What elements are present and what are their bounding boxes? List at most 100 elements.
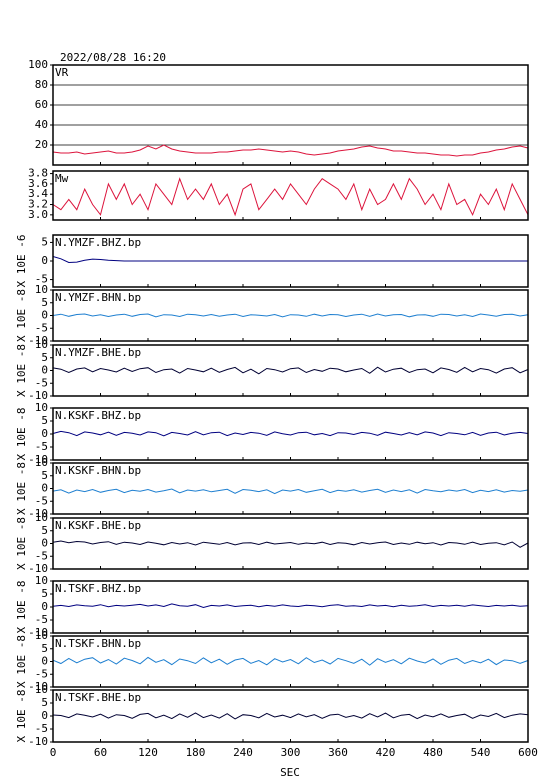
x-tick-label: 480 <box>423 746 443 759</box>
y-tick-label: -5 <box>35 494 48 507</box>
y-tick-label: 0 <box>41 709 48 722</box>
y-tick-label: -10 <box>28 507 48 520</box>
chart-title: 2022/08/28 16:20 <box>60 51 166 64</box>
y-axis-label: X 10E -8 <box>15 517 28 570</box>
y-tick-label: 60 <box>35 98 48 111</box>
y-tick-label: 10 <box>35 629 48 642</box>
y-axis-label: X 10E -8 <box>15 408 28 461</box>
x-axis-label: SEC <box>280 766 300 779</box>
y-tick-label: -5 <box>35 667 48 680</box>
panel-label: N.TSKF.BHN.bp <box>55 637 141 650</box>
y-tick-label: -5 <box>35 273 48 286</box>
series-line <box>52 656 529 666</box>
y-tick-label: 3.6 <box>28 177 48 190</box>
series-line <box>52 313 529 318</box>
y-tick-label: 5 <box>41 414 48 427</box>
y-tick-label: -5 <box>35 376 48 389</box>
y-tick-label: 10 <box>35 683 48 696</box>
y-axis-label: X 10E -6 <box>15 235 28 288</box>
series-line <box>52 603 529 609</box>
y-axis-label: X 10E -8 <box>15 635 28 688</box>
panel-frame <box>52 64 529 166</box>
y-tick-label: 0 <box>41 537 48 550</box>
y-tick-label: 10 <box>35 511 48 524</box>
y-tick-label: 0 <box>41 309 48 322</box>
y-tick-label: 10 <box>35 283 48 296</box>
panel-label: VR <box>55 66 69 79</box>
y-tick-label: 0 <box>41 254 48 267</box>
y-tick-label: -5 <box>35 440 48 453</box>
y-tick-label: -5 <box>35 549 48 562</box>
panel-label: N.YMZF.BHN.bp <box>55 291 141 304</box>
series-line <box>52 144 529 157</box>
y-tick-label: 0 <box>41 364 48 377</box>
y-tick-label: 3.0 <box>28 208 48 221</box>
series-line <box>52 256 528 264</box>
y-tick-label: 5 <box>41 642 48 655</box>
panel-label: N.TSKF.BHZ.bp <box>55 582 141 595</box>
y-tick-label: -10 <box>28 334 48 347</box>
y-axis-label: X 10E -8 <box>15 344 28 397</box>
y-tick-label: -10 <box>28 680 48 693</box>
x-tick-label: 120 <box>138 746 158 759</box>
x-tick-label: 600 <box>518 746 538 759</box>
panel-label: N.KSKF.BHZ.bp <box>55 409 141 422</box>
x-tick-label: 240 <box>233 746 253 759</box>
y-tick-label: 3.4 <box>28 187 48 200</box>
x-tick-label: 360 <box>328 746 348 759</box>
y-tick-label: 80 <box>35 78 48 91</box>
x-tick-label: 300 <box>281 746 301 759</box>
series-line <box>52 712 529 720</box>
series-line <box>52 430 529 437</box>
y-tick-label: 40 <box>35 118 48 131</box>
y-tick-label: 5 <box>41 235 48 248</box>
panel-label: N.KSKF.BHE.bp <box>55 519 141 532</box>
y-tick-label: 5 <box>41 469 48 482</box>
x-tick-label: 0 <box>50 746 57 759</box>
y-tick-label: -5 <box>35 321 48 334</box>
panel-label: N.YMZF.BHE.bp <box>55 346 141 359</box>
y-tick-label: -5 <box>35 722 48 735</box>
panel-label: Mw <box>55 172 69 185</box>
y-tick-label: 5 <box>41 351 48 364</box>
panel-frame <box>52 170 529 221</box>
y-axis-label: X 10E -8 <box>15 462 28 515</box>
x-tick-label: 180 <box>186 746 206 759</box>
y-tick-label: 0 <box>41 600 48 613</box>
y-axis-label: X 10E -8 <box>15 289 28 342</box>
y-tick-label: 0 <box>41 427 48 440</box>
y-tick-label: 3.8 <box>28 167 48 180</box>
y-tick-label: 10 <box>35 456 48 469</box>
series-line <box>52 540 529 548</box>
y-tick-label: 20 <box>35 138 48 151</box>
y-tick-label: 3.2 <box>28 198 48 211</box>
x-tick-label: 540 <box>471 746 491 759</box>
y-tick-label: 10 <box>35 401 48 414</box>
y-tick-label: -10 <box>28 389 48 402</box>
y-tick-label: -10 <box>28 626 48 639</box>
series-line <box>52 177 529 217</box>
y-axis-label: X 10E -8 <box>15 690 28 743</box>
y-tick-label: 10 <box>35 338 48 351</box>
y-tick-label: -5 <box>35 613 48 626</box>
series-line <box>52 488 529 495</box>
y-tick-label: -10 <box>28 562 48 575</box>
y-tick-label: 5 <box>41 696 48 709</box>
y-tick-label: 5 <box>41 524 48 537</box>
panel-label: N.YMZF.BHZ.bp <box>55 236 141 249</box>
series-line <box>52 366 529 375</box>
y-tick-label: 0 <box>41 655 48 668</box>
y-tick-label: 10 <box>35 574 48 587</box>
y-tick-label: 5 <box>41 587 48 600</box>
y-tick-label: -10 <box>28 735 48 748</box>
y-axis-label: X 10E -8 <box>15 581 28 634</box>
x-tick-label: 420 <box>376 746 396 759</box>
panel-label: N.TSKF.BHE.bp <box>55 691 141 704</box>
y-tick-label: 0 <box>41 482 48 495</box>
y-tick-label: 100 <box>28 58 48 71</box>
y-tick-label: 5 <box>41 296 48 309</box>
x-tick-label: 60 <box>94 746 107 759</box>
panel-label: N.KSKF.BHN.bp <box>55 464 141 477</box>
y-tick-label: -10 <box>28 453 48 466</box>
